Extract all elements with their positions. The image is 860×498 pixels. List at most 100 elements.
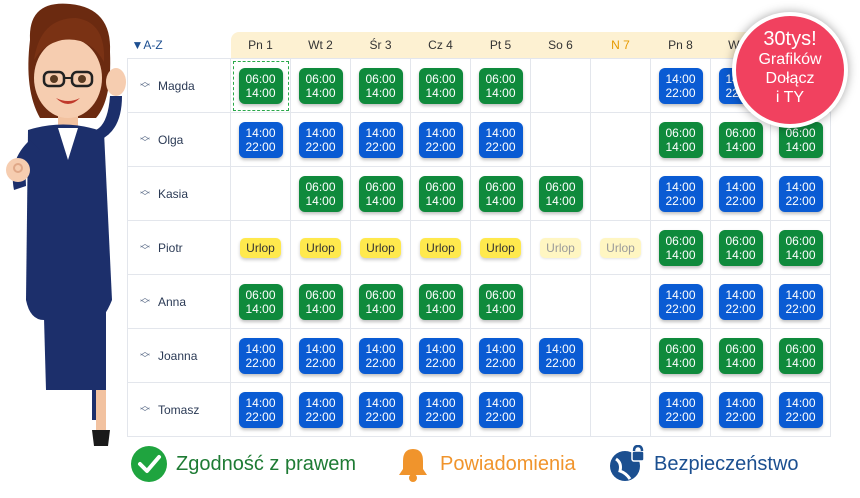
morning-shift-block[interactable]: 06:00 14:00 [778,337,823,374]
morning-shift-block[interactable]: 06:00 14:00 [298,283,343,320]
schedule-cell[interactable]: 06:00 14:00 [230,274,291,329]
reorder-chevron-icon[interactable]: ︿ ﹀ [140,76,150,95]
schedule-cell[interactable]: 06:00 14:00 [470,58,531,113]
employee-name-cell[interactable]: ︿ ﹀ Anna [127,274,231,329]
employee-name-cell[interactable]: ︿ ﹀ Magda [127,58,231,113]
schedule-cell[interactable] [230,166,291,221]
morning-shift-block[interactable]: 06:00 14:00 [778,121,823,158]
morning-shift-block[interactable]: 06:00 14:00 [778,229,823,266]
schedule-cell[interactable] [530,58,591,113]
schedule-cell[interactable]: 06:00 14:00 [470,274,531,329]
reorder-chevron-icon[interactable]: ︿ ﹀ [140,346,150,365]
schedule-cell[interactable] [590,166,651,221]
morning-shift-block[interactable]: 06:00 14:00 [538,175,583,212]
employee-name-cell[interactable]: ︿ ﹀ Tomasz [127,382,231,437]
schedule-cell[interactable]: Urlop [530,220,591,275]
schedule-cell[interactable]: Urlop [470,220,531,275]
reorder-chevron-icon[interactable]: ︿ ﹀ [140,130,150,149]
employee-name-cell[interactable]: ︿ ﹀ Piotr [127,220,231,275]
leave-block[interactable]: Urlop [240,237,281,258]
leave-block[interactable]: Urlop [480,237,521,258]
sort-toggle[interactable]: ▼A-Z [127,32,231,59]
schedule-cell[interactable]: 06:00 14:00 [410,274,471,329]
leave-block[interactable]: Urlop [540,237,581,258]
leave-block[interactable]: Urlop [300,237,341,258]
schedule-cell[interactable]: 06:00 14:00 [650,112,711,167]
morning-shift-block[interactable]: 06:00 14:00 [418,175,463,212]
morning-shift-block[interactable]: 06:00 14:00 [718,229,763,266]
morning-shift-block[interactable]: 06:00 14:00 [418,67,463,104]
reorder-chevron-icon[interactable]: ︿ ﹀ [140,400,150,419]
schedule-cell[interactable]: 06:00 14:00 [290,166,351,221]
reorder-chevron-icon[interactable]: ︿ ﹀ [140,184,150,203]
morning-shift-block[interactable]: 06:00 14:00 [658,337,703,374]
schedule-cell[interactable]: 06:00 14:00 [770,220,831,275]
morning-shift-block[interactable]: 06:00 14:00 [358,67,403,104]
schedule-cell[interactable]: Urlop [350,220,411,275]
schedule-cell[interactable]: 06:00 14:00 [410,58,471,113]
schedule-cell[interactable]: 06:00 14:00 [290,58,351,113]
schedule-cell[interactable]: 06:00 14:00 [530,166,591,221]
employee-name-cell[interactable]: ︿ ﹀ Olga [127,112,231,167]
schedule-cell[interactable]: 06:00 14:00 [650,328,711,383]
reorder-chevron-icon[interactable]: ︿ ﹀ [140,238,150,257]
schedule-cell[interactable]: 06:00 14:00 [710,112,771,167]
schedule-cell[interactable]: 06:00 14:00 [350,166,411,221]
schedule-cell[interactable] [590,328,651,383]
morning-shift-block[interactable]: 06:00 14:00 [298,175,343,212]
schedule-cell[interactable]: 06:00 14:00 [350,274,411,329]
morning-shift-block[interactable]: 06:00 14:00 [238,283,283,320]
morning-shift-block[interactable]: 06:00 14:00 [658,229,703,266]
schedule-cell[interactable] [530,274,591,329]
morning-shift-block[interactable]: 06:00 14:00 [358,283,403,320]
leave-block[interactable]: Urlop [600,237,641,258]
schedule-cell[interactable]: Urlop [290,220,351,275]
reorder-chevron-icon[interactable]: ︿ ﹀ [140,292,150,311]
schedule-cell[interactable]: 06:00 14:00 [770,328,831,383]
leave-block[interactable]: Urlop [420,237,461,258]
morning-shift-block[interactable]: 06:00 14:00 [478,283,523,320]
schedule-cell[interactable]: 06:00 14:00 [290,274,351,329]
employee-name-cell[interactable]: ︿ ﹀ Kasia [127,166,231,221]
schedule-cell[interactable] [590,274,651,329]
morning-shift-block[interactable]: 06:00 14:00 [718,121,763,158]
